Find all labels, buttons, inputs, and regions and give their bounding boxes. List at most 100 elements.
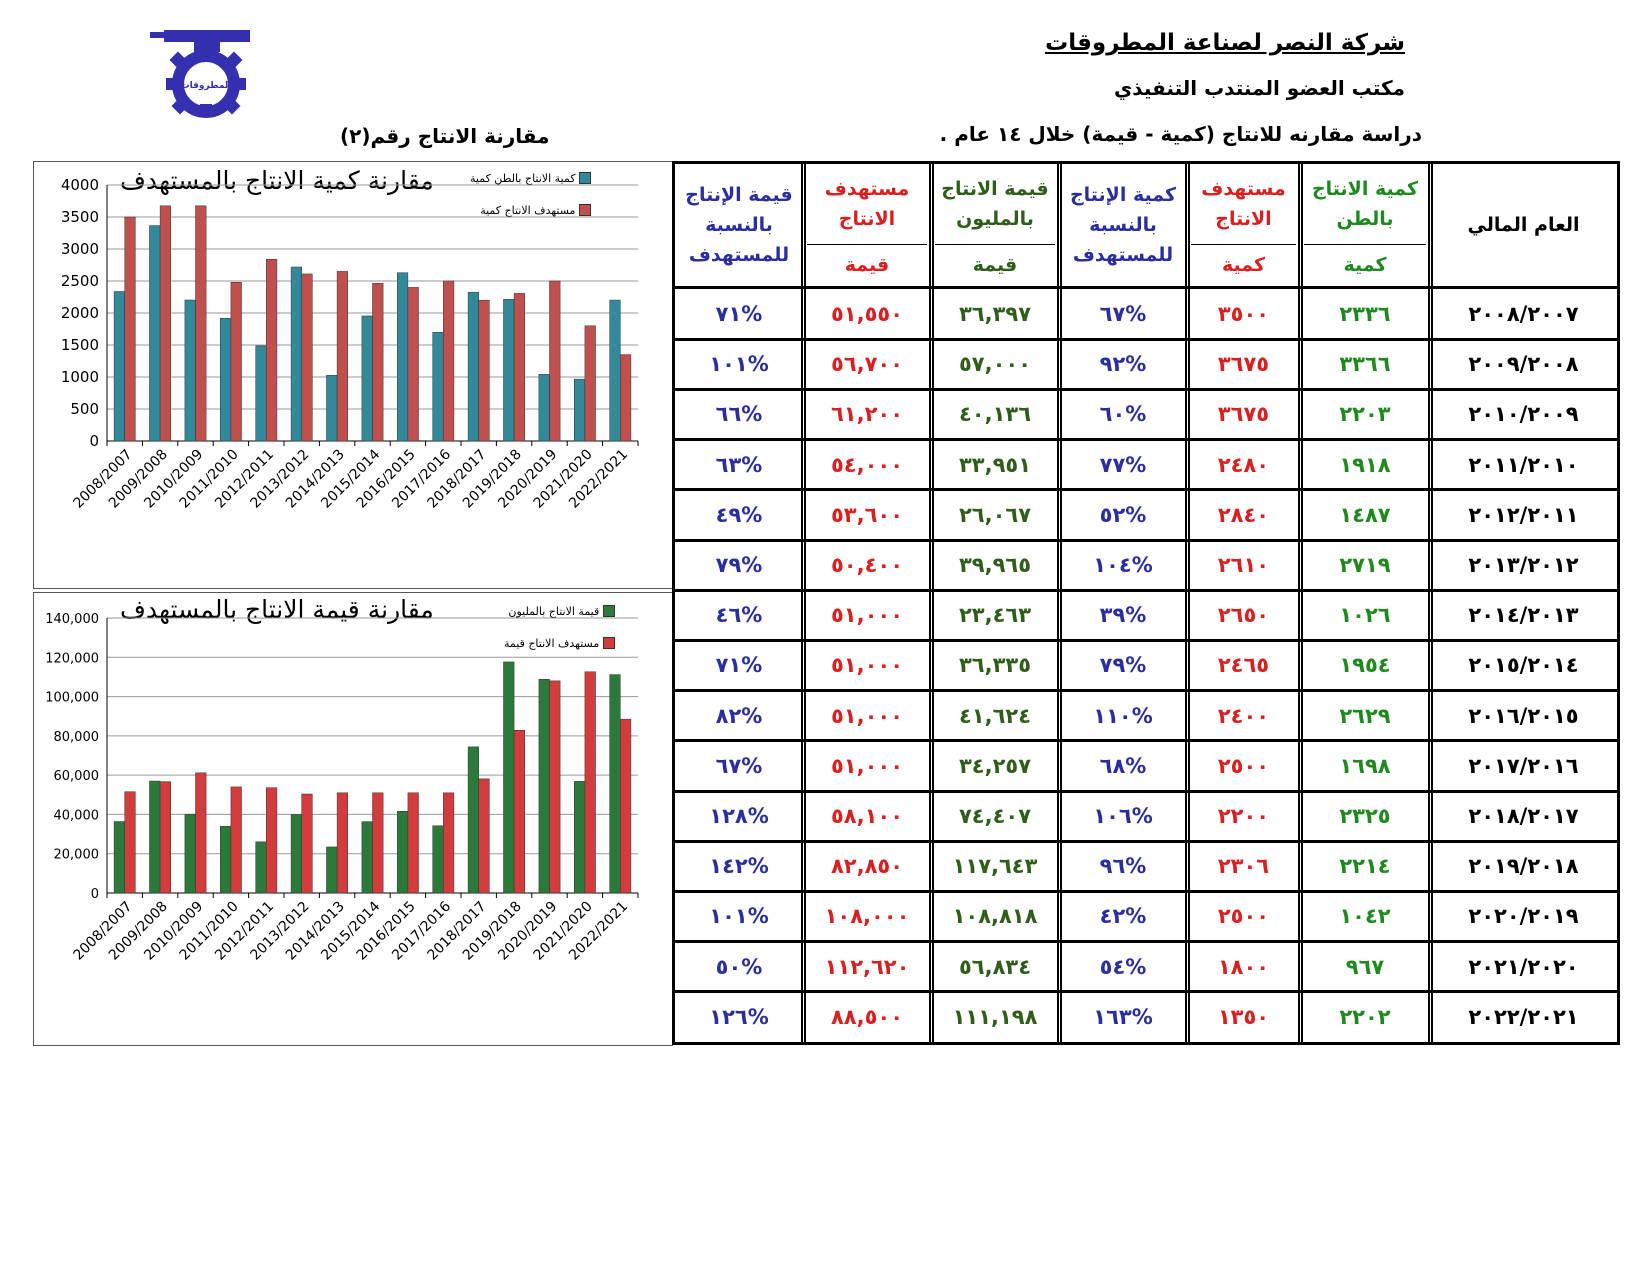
table-cell-qty_pct: %١٠٤: [1093, 553, 1153, 578]
header-qty_target: مستهدف الانتاج: [1201, 178, 1286, 230]
y-tick-label: 0: [89, 432, 99, 450]
table-cell-val_target: ٨٢,٨٥٠: [830, 854, 904, 879]
table-cell-val_pct: %٨٢: [715, 703, 763, 728]
table-cell-val_target: ١١٢,٦٢٠: [824, 954, 910, 979]
value-chart-plot: 0 20,000 40,000 60,000 80,000 100,000 120,000 1…: [45, 612, 639, 964]
table-cell-val_actual: ٣٦,٣٣٥: [958, 653, 1032, 678]
bar-target: [407, 792, 419, 894]
table-cell-year: ٢٠٠٨/٢٠٠٧: [1468, 302, 1579, 327]
subheader-val_actual: قيمة: [972, 254, 1018, 276]
row-divider: [675, 588, 1617, 592]
table-cell-year: ٢٠١٣/٢٠١٢: [1468, 553, 1579, 578]
bar-actual: [220, 317, 232, 442]
bar-actual: [397, 810, 409, 894]
bar-actual: [503, 299, 515, 442]
office-name: مكتب العضو المنتدب التنفيذي: [1113, 76, 1405, 100]
table-cell-val_pct: %١٢٨: [709, 804, 769, 829]
table-cell-qty_target: ٢٦٥٠: [1217, 603, 1270, 628]
table-cell-val_actual: ٣٦,٣٩٧: [958, 302, 1032, 327]
bar-actual: [609, 299, 621, 442]
bar-actual: [467, 746, 479, 894]
table-cell-qty_target: ٢٦١٠: [1217, 553, 1270, 578]
y-tick-label: 1500: [61, 336, 99, 354]
legend-swatch-target: [579, 204, 592, 216]
bar-target: [584, 325, 596, 442]
table-cell-val_target: ١٠٨,٠٠٠: [824, 904, 910, 929]
header-year: العام المالي: [1467, 214, 1580, 236]
table-cell-qty_actual: ٢٦٢٩: [1339, 703, 1391, 728]
bar-target: [478, 299, 490, 442]
bar-actual: [220, 826, 232, 894]
table-cell-qty_target: ٣٦٧٥: [1217, 402, 1270, 427]
table-cell-year: ٢٠١٦/٢٠١٥: [1468, 703, 1579, 728]
subheader-qty_target: كمية: [1221, 254, 1266, 276]
table-cell-val_target: ٥١,٠٠٠: [830, 603, 904, 628]
legend-label-target: مستهدف الانتاج كمية: [480, 203, 576, 217]
bar-target: [301, 273, 313, 442]
table-cell-qty_pct: %٧٧: [1099, 452, 1147, 477]
table-cell-qty_actual: ١٠٢٦: [1339, 603, 1391, 628]
table-cell-year: ٢٠٢٠/٢٠١٩: [1468, 904, 1579, 929]
column-divider: [1298, 164, 1300, 1044]
table-cell-val_target: ٥١,٠٠٠: [830, 703, 904, 728]
table-cell-qty_pct: %٩٢: [1099, 352, 1147, 377]
table-cell-val_actual: ٣٣,٩٥١: [958, 452, 1032, 477]
table-cell-val_target: ٥٠,٤٠٠: [830, 553, 904, 578]
bar-actual: [290, 814, 302, 894]
table-cell-val_pct: %٧١: [715, 653, 763, 678]
table-cell-val_actual: ١١١,١٩٨: [952, 1004, 1038, 1029]
bar-target: [159, 205, 171, 442]
table-cell-year: ٢٠١٨/٢٠١٧: [1468, 804, 1579, 829]
table-cell-val_pct: %١٠١: [709, 904, 769, 929]
header-qty_actual: كمية الانتاج بالطن: [1311, 178, 1419, 230]
y-tick-label: 500: [70, 400, 99, 418]
legend-label-actual: كمية الانتاج بالطن كمية: [470, 171, 576, 185]
bar-target: [124, 216, 136, 442]
table-cell-val_actual: ٥٦,٨٣٤: [958, 954, 1032, 979]
y-tick-label: 40,000: [54, 808, 100, 823]
row-divider: [675, 839, 1617, 843]
production-table: قيمة الإنتاج بالنسبة للمستهدف مستهدف الان…: [672, 161, 1620, 1045]
bar-actual: [432, 332, 444, 442]
table-cell-year: ٢٠١٤/٢٠١٣: [1468, 603, 1579, 628]
table-cell-qty_pct: %٣٩: [1099, 603, 1147, 628]
bar-actual: [361, 315, 373, 442]
table-cell-qty_actual: ١٠٤٢: [1339, 904, 1391, 929]
y-tick-label: 140,000: [45, 612, 99, 627]
table-cell-year: ٢٠٢٢/٢٠٢١: [1468, 1004, 1579, 1029]
bar-target: [549, 280, 561, 442]
header-qty_pct: كمية الإنتاج بالنسبة للمستهدف: [1069, 184, 1177, 266]
logo-anvil-horn: [150, 32, 170, 38]
y-tick-label: 3500: [61, 208, 99, 226]
table-cell-qty_target: ٢٤٦٥: [1217, 653, 1270, 678]
bar-actual: [538, 679, 550, 894]
table-cell-qty_target: ٢٣٠٦: [1217, 854, 1270, 879]
table-cell-qty_pct: %٩٦: [1099, 854, 1147, 879]
bar-actual: [609, 674, 621, 894]
table-cell-qty_actual: ٣٣٦٦: [1339, 352, 1391, 377]
bar-actual: [255, 345, 267, 442]
bar-target: [372, 282, 384, 442]
table-cell-val_actual: ٣٤,٢٥٧: [958, 753, 1032, 778]
table-cell-val_target: ٥١,٠٠٠: [830, 753, 904, 778]
logo-anvil-top: [164, 30, 250, 42]
bar-target: [407, 287, 419, 442]
table-cell-val_target: ٥٨,١٠٠: [830, 804, 904, 829]
table-cell-val_pct: %٦٦: [715, 402, 763, 427]
bar-target: [443, 280, 455, 442]
column-divider: [1431, 164, 1433, 1044]
column-divider: [1188, 164, 1190, 1044]
bar-target: [195, 772, 207, 894]
legend-label-target: مستهدف الانتاج قيمة: [504, 636, 600, 650]
y-tick-label: 100,000: [45, 691, 99, 706]
column-divider: [804, 164, 806, 1044]
chart-legend: قيمة الانتاج بالمليون مستهدف الانتاج قيم…: [504, 601, 616, 653]
table-cell-val_actual: ١٠٨,٨١٨: [952, 904, 1038, 929]
value-chart: مقارنة قيمة الانتاج بالمستهدف قيمة الانت…: [33, 592, 673, 1046]
quantity-chart: مقارنة كمية الانتاج بالمستهدف كمية الانت…: [33, 161, 673, 589]
table-cell-val_target: ٥٦,٧٠٠: [830, 352, 904, 377]
table-cell-val_target: ٦١,٢٠٠: [830, 402, 904, 427]
y-tick-label: 4000: [61, 176, 99, 194]
table-cell-qty_target: ٢٤٨٠: [1217, 452, 1270, 477]
y-tick-label: 80,000: [54, 730, 100, 745]
